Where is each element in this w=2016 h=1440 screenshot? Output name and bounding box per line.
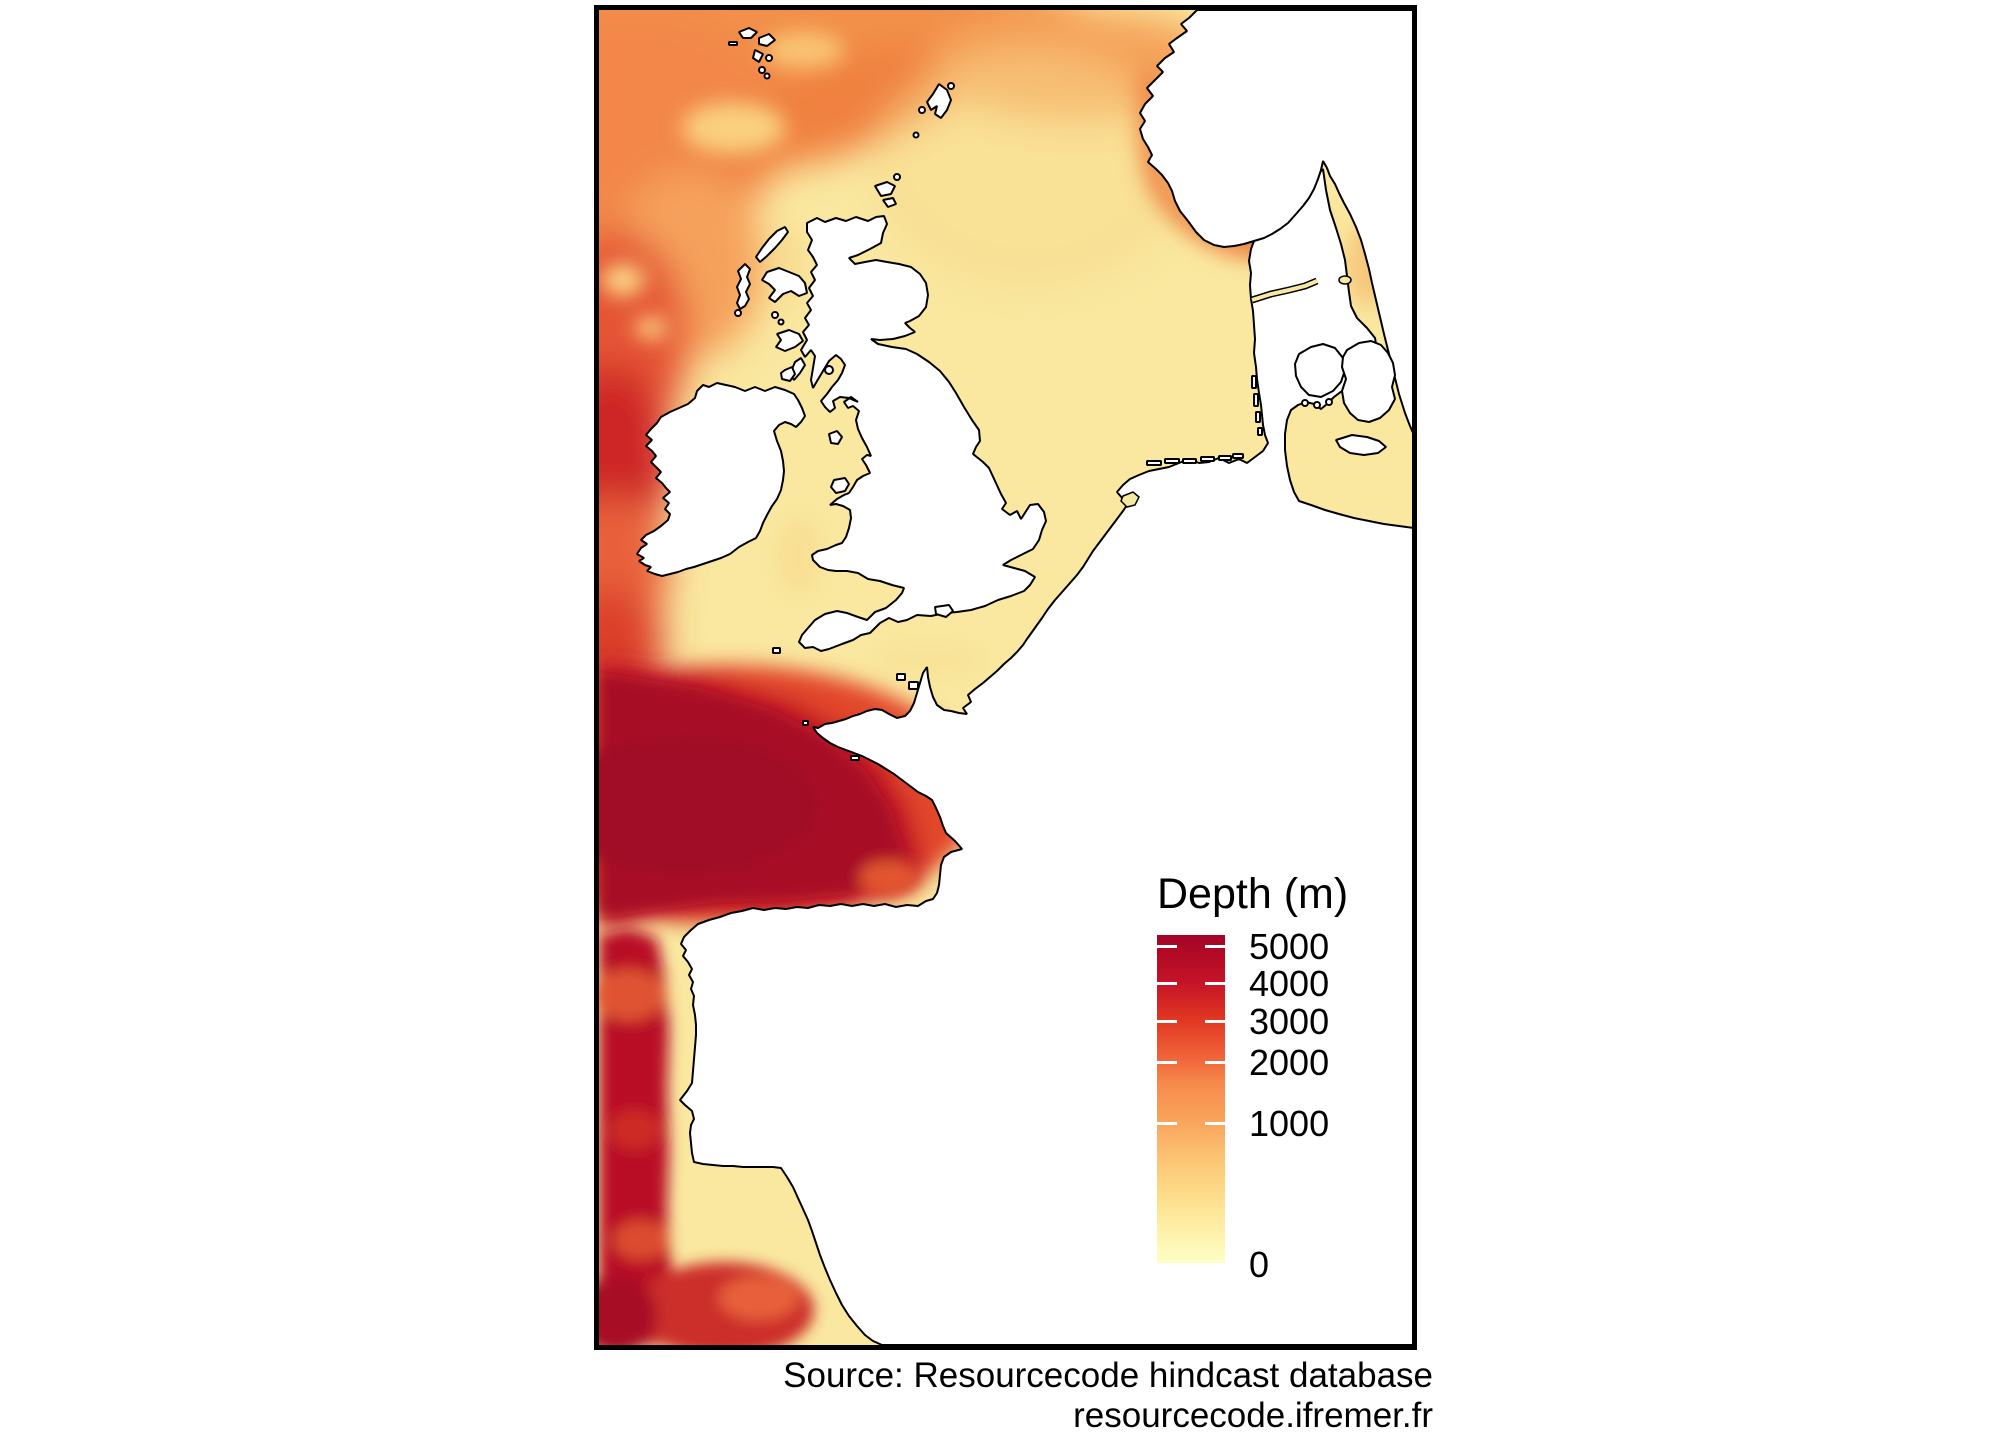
faroe-islands (728, 27, 776, 80)
legend-tick-label: 1000 (1249, 1103, 1330, 1144)
uists-island-chain (736, 263, 751, 310)
legend-tick-mark (1205, 982, 1225, 985)
funen-island (1294, 343, 1346, 398)
zealand-island (1341, 340, 1396, 423)
lolland-falster-islands (1335, 434, 1387, 456)
legend-tick-mark (1157, 982, 1177, 985)
ijsselmeer-lagoon (1120, 491, 1140, 508)
shetland-islands (926, 83, 952, 119)
legend-tick-label: 0 (1249, 1244, 1270, 1285)
danish-islet (1313, 401, 1321, 409)
legend-tick-mark (1157, 945, 1177, 948)
isle-of-man (828, 430, 843, 445)
map-panel: Depth (m) 5000 4000 3000 2000 1000 0 (594, 5, 1417, 1350)
mull-island (775, 329, 804, 352)
fair-isle (912, 131, 920, 139)
source-caption-line1: Source: Resourcecode hindcast database (783, 1356, 1433, 1395)
danish-islet (1301, 399, 1309, 407)
swedish-lake (1338, 275, 1352, 285)
belle-ile-island (850, 755, 860, 761)
foula-island (918, 106, 926, 114)
islay-island (780, 366, 796, 382)
ushant-island (802, 720, 809, 726)
lewis-harris-island (755, 226, 789, 263)
deep-cores (599, 672, 919, 1345)
legend-tick-mark (1205, 1061, 1225, 1064)
arran-island (824, 365, 834, 375)
great-britain-land (798, 215, 1047, 652)
landmasses (636, 10, 1412, 1345)
barra-island (734, 309, 742, 317)
orkney-islet (882, 197, 897, 208)
legend-tick-mark (1157, 1122, 1177, 1125)
orkney-islands (874, 181, 896, 197)
legend-tick-label: 5000 (1249, 926, 1330, 967)
scilly-isles (772, 647, 781, 654)
inland-waters (1120, 275, 1352, 508)
source-caption-line2: resourcecode.ifremer.fr (1073, 1396, 1433, 1435)
legend-tick-mark (1157, 1061, 1177, 1064)
frisian-islands (1146, 375, 1263, 466)
legend-title: Depth (m) (1157, 870, 1349, 918)
ocean-depth-shading (599, 10, 1229, 700)
jersey-island (908, 681, 919, 690)
orkney-islet (893, 173, 901, 181)
legend-tick-label: 2000 (1249, 1042, 1330, 1083)
scandinavia-land (1139, 10, 1412, 433)
legend-tick-label: 3000 (1249, 1001, 1330, 1042)
legend-tick-mark (1205, 1020, 1225, 1023)
bathymetry-map (599, 10, 1412, 1345)
guernsey-island (896, 673, 906, 681)
small-isles-islet (771, 311, 779, 319)
anglesey-island (830, 477, 850, 494)
continental-europe-land (679, 168, 1412, 1345)
ireland-land (636, 382, 806, 577)
legend-tick-label: 4000 (1249, 963, 1330, 1004)
shetland-islet (947, 82, 955, 90)
legend-tick-mark (1157, 1020, 1177, 1023)
source-caption: Source: Resourcecode hindcast database r… (783, 1356, 1433, 1436)
small-isles-islet (777, 318, 785, 326)
isle-of-wight (934, 604, 954, 618)
danish-islet (1325, 398, 1333, 406)
legend-colorbar (1157, 935, 1225, 1263)
legend-tick-mark (1205, 1122, 1225, 1125)
legend-tick-mark (1205, 945, 1225, 948)
skye-island (761, 267, 808, 303)
